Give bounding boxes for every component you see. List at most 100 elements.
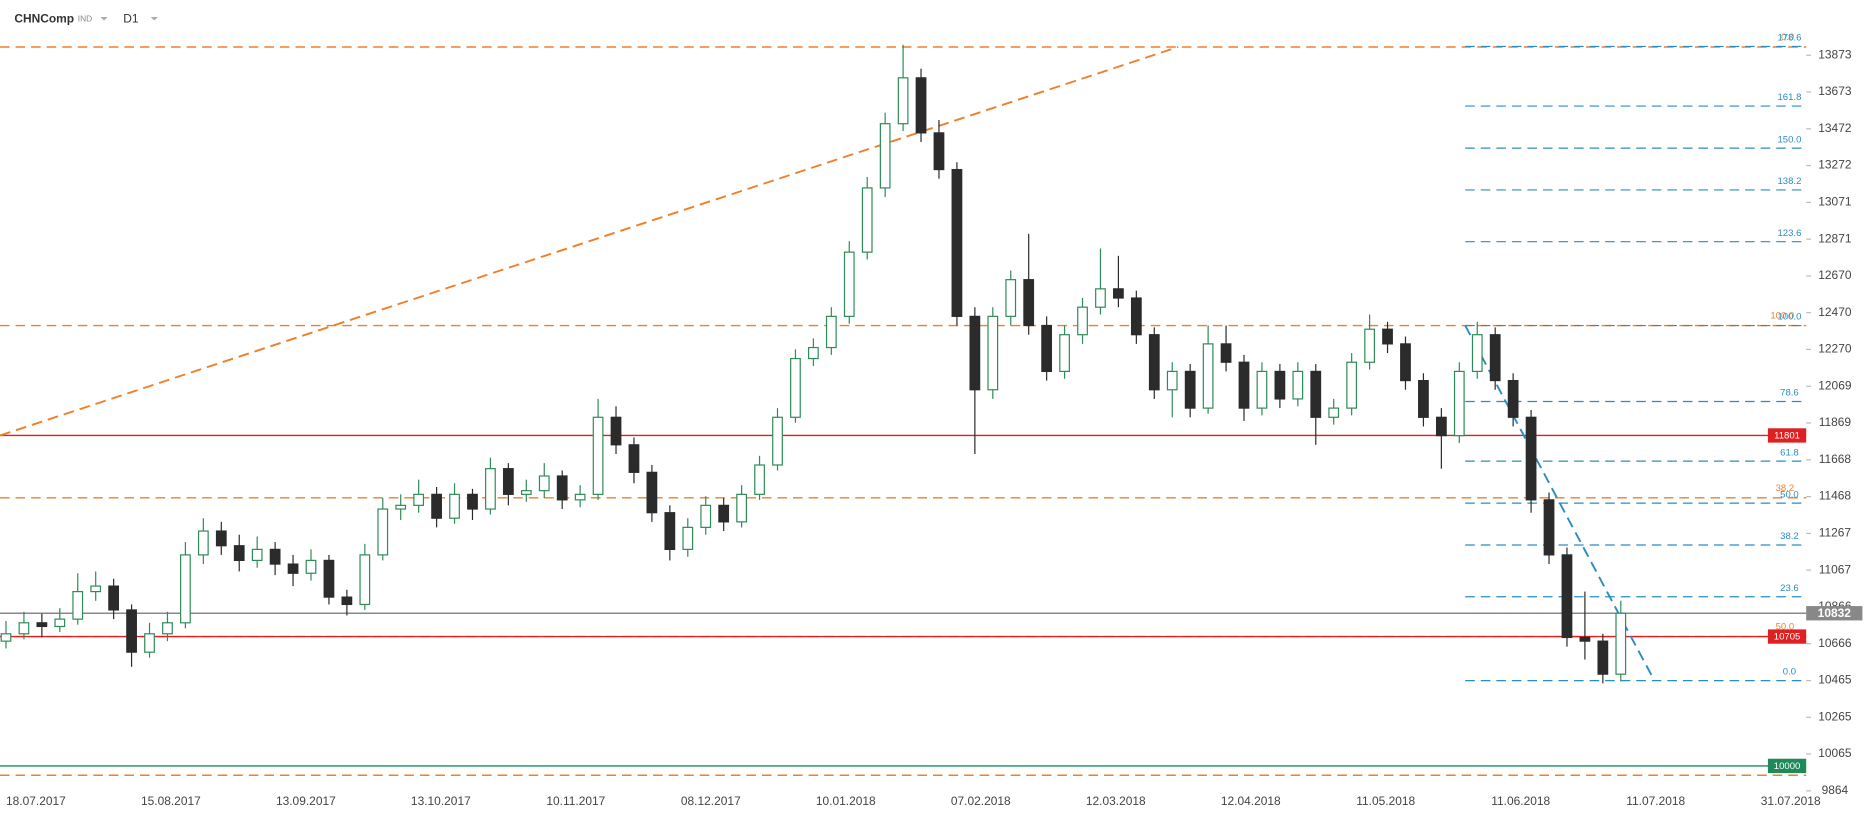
- symbol-caret[interactable]: [100, 16, 108, 21]
- price-badge: [1767, 428, 1807, 443]
- timeframe-caret[interactable]: [150, 16, 158, 21]
- candle-body: [808, 346, 819, 360]
- x-tick-label: 11.05.2018: [1356, 794, 1415, 808]
- y-tick-label: 11869: [1819, 415, 1852, 429]
- candle-body: [1507, 379, 1519, 418]
- candle-body: [1471, 334, 1483, 373]
- candle-body: [610, 416, 622, 446]
- candle-body: [323, 559, 335, 598]
- candle-body: [646, 471, 658, 514]
- candle-body: [790, 357, 801, 418]
- fib-label: 50.0: [1780, 489, 1799, 500]
- timeframe[interactable]: D1: [123, 12, 139, 26]
- candle-body: [395, 504, 407, 510]
- candle-body: [1453, 370, 1465, 437]
- candle-body: [1077, 306, 1088, 336]
- candle-body: [1292, 370, 1304, 400]
- x-tick-label: 12.03.2018: [1086, 794, 1146, 808]
- level-label: 50.0: [1776, 622, 1795, 633]
- x-tick-label: 10.01.2018: [816, 794, 876, 808]
- candle-body: [1274, 370, 1286, 400]
- candle-body: [72, 590, 84, 620]
- trendline: [0, 46, 1179, 437]
- candle-body: [843, 251, 855, 317]
- market: IND: [78, 14, 92, 24]
- candle-body: [413, 493, 425, 506]
- candle-body: [1615, 612, 1627, 675]
- candle-body: [754, 464, 765, 495]
- y-tick-label: 13472: [1818, 121, 1852, 135]
- candle-body: [1130, 297, 1142, 336]
- candle-body: [1041, 324, 1053, 373]
- y-tick-label: 13071: [1818, 195, 1852, 209]
- y-tick-label: 11267: [1819, 526, 1852, 540]
- price-badge: [1767, 629, 1807, 644]
- candle-body: [1364, 328, 1375, 363]
- candle-body: [879, 123, 891, 189]
- candle-body: [1489, 334, 1501, 382]
- candle-body: [1202, 343, 1214, 409]
- candle-body: [1238, 361, 1250, 409]
- fib-label: 178.6: [1778, 33, 1802, 44]
- candle-body: [485, 468, 496, 510]
- candle-body: [269, 548, 281, 565]
- candle-body: [1256, 370, 1268, 409]
- y-tick-label: 10465: [1818, 673, 1852, 687]
- price-badge-label: 10832: [1818, 606, 1852, 620]
- y-tick-label: 13873: [1818, 47, 1852, 61]
- fib-label: 0.0: [1783, 667, 1796, 678]
- x-tick-label: 10.11.2017: [546, 794, 605, 808]
- fib-label: 100.0: [1778, 312, 1802, 323]
- price-badge: [1806, 606, 1863, 621]
- y-tick-label: 13673: [1818, 84, 1852, 98]
- fib-label: 123.6: [1778, 228, 1802, 239]
- candle-body: [1400, 343, 1411, 382]
- candle-body: [359, 554, 371, 606]
- candle-body: [90, 585, 102, 593]
- level-label: 0.0: [1781, 32, 1794, 43]
- candle-body: [538, 475, 550, 492]
- candle-body: [592, 416, 604, 495]
- candle-body: [431, 493, 442, 519]
- candle-body: [1346, 361, 1358, 409]
- candle-body: [1328, 407, 1340, 418]
- fib-label: 150.0: [1778, 134, 1802, 145]
- x-tick-label: 31.07.2018: [1761, 794, 1821, 808]
- candle-body: [1597, 640, 1609, 675]
- candle-body: [628, 444, 640, 473]
- candle-body: [682, 526, 694, 550]
- fib-label: 138.2: [1778, 176, 1802, 187]
- x-tick-label: 15.08.2017: [141, 794, 201, 808]
- x-tick-label: 11.06.2018: [1491, 794, 1550, 808]
- candle-body: [287, 563, 299, 574]
- candle-body: [861, 187, 873, 253]
- x-tick-label: 07.02.2018: [951, 794, 1011, 808]
- candle-body: [377, 508, 389, 556]
- candle-body: [467, 493, 478, 510]
- symbol[interactable]: CHNComp: [14, 12, 74, 26]
- x-tick-label: 18.07.2017: [6, 794, 66, 808]
- price-badge: [1767, 758, 1807, 774]
- y-tick-label: 11468: [1819, 489, 1852, 503]
- level-label: 38.2: [1776, 483, 1795, 494]
- price-badge-label: 10000: [1774, 761, 1801, 772]
- y-tick-label: 12270: [1818, 342, 1852, 356]
- candle-body: [1148, 334, 1160, 391]
- candle-body: [772, 416, 783, 466]
- y-tick-label: 12470: [1818, 305, 1852, 319]
- x-tick-label: 11.07.2018: [1626, 794, 1685, 808]
- y-tick-label: 12670: [1818, 268, 1852, 282]
- candle-body: [502, 468, 514, 495]
- candle-body: [933, 132, 945, 171]
- price-badge-label: 11801: [1774, 431, 1800, 442]
- candle-body: [1435, 416, 1447, 437]
- price-badge-label: 10705: [1774, 632, 1801, 643]
- candle-body: [1095, 288, 1106, 308]
- candle-body: [718, 504, 730, 523]
- candle-body: [1184, 370, 1196, 409]
- candle-body: [825, 315, 837, 349]
- candle-body: [197, 530, 209, 556]
- candle-body: [700, 504, 712, 528]
- y-tick-label: 11067: [1819, 562, 1852, 576]
